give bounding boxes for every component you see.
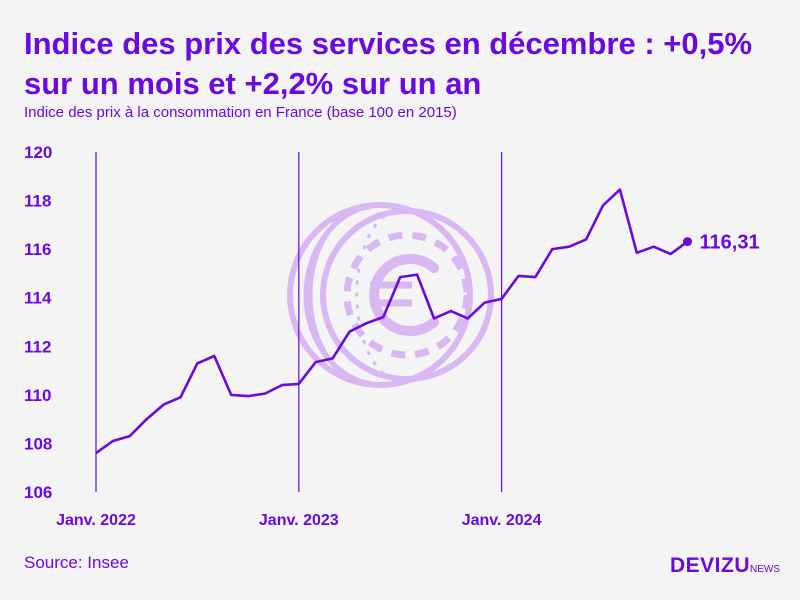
y-tick-label: 108 [24, 434, 52, 453]
brand-main: DEVIZU [669, 554, 750, 577]
y-tick-label: 116 [24, 240, 51, 259]
x-tick-label: Janv. 2022 [56, 512, 136, 529]
x-tick-label: Janv. 2024 [462, 512, 542, 529]
y-tick-label: 120 [24, 143, 52, 162]
x-tick-label: Janv. 2023 [259, 512, 339, 529]
y-tick-label: 106 [24, 483, 52, 502]
chart-title: Indice des prix des services en décembre… [24, 26, 753, 101]
brand-logo: DEVIZUNEWS [670, 554, 780, 578]
y-tick-label: 112 [24, 337, 51, 356]
last-value-label: 116,31 [700, 232, 760, 254]
y-tick-label: 114 [24, 289, 52, 308]
y-tick-label: 118 [24, 192, 51, 211]
coin-watermark-icon [287, 202, 494, 388]
series-line [95, 188, 689, 455]
chart-subtitle: Indice des prix à la consommation en Fra… [24, 104, 457, 121]
y-tick-label: 110 [24, 386, 51, 405]
brand-sub: NEWS [750, 564, 780, 575]
source-note: Source: Insee [24, 553, 129, 572]
last-point-marker [683, 237, 692, 247]
